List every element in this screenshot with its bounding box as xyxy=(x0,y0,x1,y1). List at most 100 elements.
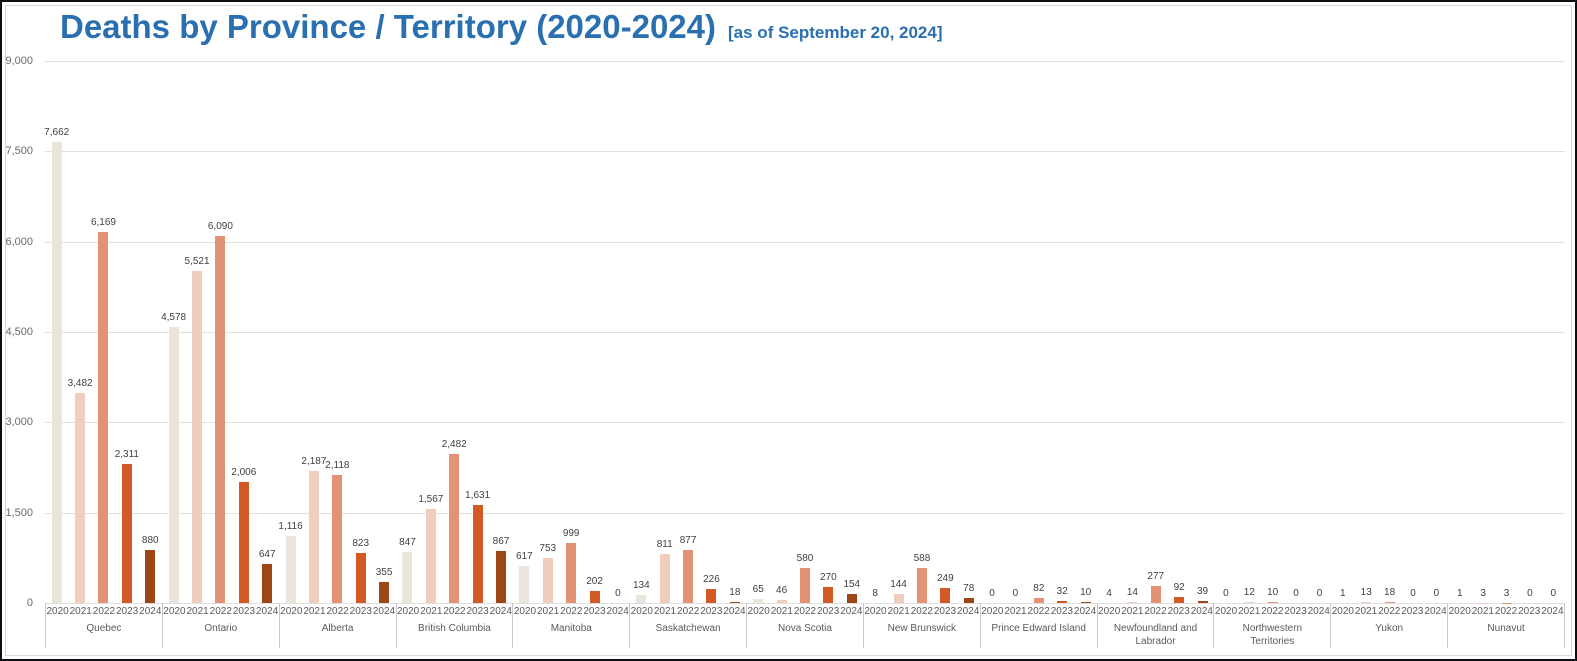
bar-2022-nova-scotia[interactable] xyxy=(800,568,810,603)
bar-2021-quebec[interactable] xyxy=(75,393,86,603)
bar-2021-british-columbia[interactable] xyxy=(425,508,436,603)
bar-2024-prince-edward-island[interactable] xyxy=(1080,602,1091,603)
axis-group: 2020 2021 2022 2023 2024 Alberta xyxy=(278,603,396,648)
year-tick-label: 2022 xyxy=(793,606,817,617)
axis-group: 2020 2021 2022 2023 2024 Prince Edward Island xyxy=(979,603,1097,648)
bar-slot: 823 xyxy=(349,61,372,603)
bar-2024-british-columbia[interactable] xyxy=(496,550,507,603)
gridline xyxy=(45,332,1565,333)
year-tick-label: 2021 xyxy=(770,606,793,617)
bar-2020-nova-scotia[interactable] xyxy=(753,599,764,603)
axis-group: 2020 2021 2022 2023 2024 New Brunswick xyxy=(862,603,980,648)
bar-2023-nova-scotia[interactable] xyxy=(823,586,834,603)
province-group: 0 0 82 32 10 xyxy=(980,61,1097,603)
bar-2024-quebec[interactable] xyxy=(145,550,156,603)
bar-2022-alberta[interactable] xyxy=(332,475,343,603)
bar-2022-saskatchewan[interactable] xyxy=(683,550,694,603)
bar-slot: 0 xyxy=(1542,61,1565,603)
year-tick-label: 2024 xyxy=(1424,606,1447,617)
bar-2023-prince-edward-island[interactable] xyxy=(1057,601,1068,603)
bar-2023-saskatchewan[interactable] xyxy=(706,589,717,603)
data-label: 0 xyxy=(989,588,995,599)
bar-2022-yukon[interactable] xyxy=(1384,601,1395,603)
year-tick-label: 2022 xyxy=(209,606,232,617)
bar-2023-ontario[interactable] xyxy=(238,482,249,603)
bar-2024-alberta[interactable] xyxy=(379,581,390,603)
bar-slot: 3 xyxy=(1471,61,1494,603)
bar-2020-saskatchewan[interactable] xyxy=(636,594,647,603)
year-tick-label: 2020 xyxy=(1448,606,1471,617)
bar-2023-british-columbia[interactable] xyxy=(472,504,483,603)
bar-slot: 12 xyxy=(1238,61,1261,603)
bar-2020-yukon[interactable] xyxy=(1337,602,1348,603)
data-label: 4,578 xyxy=(161,312,187,324)
year-tick-label: 2022 xyxy=(1027,606,1050,617)
bar-2020-ontario[interactable] xyxy=(168,327,179,603)
bar-slot: 0 xyxy=(1004,61,1027,603)
bar-2022-nunavut[interactable] xyxy=(1501,602,1512,603)
bar-2022-prince-edward-island[interactable] xyxy=(1033,598,1044,603)
bar-2021-new-brunswick[interactable] xyxy=(893,594,904,603)
bar-2021-alberta[interactable] xyxy=(308,471,319,603)
bar-2020-new-brunswick[interactable] xyxy=(870,602,881,603)
bar-2021-saskatchewan[interactable] xyxy=(659,554,670,603)
bar-2020-alberta[interactable] xyxy=(285,535,296,603)
bar-2022-quebec[interactable] xyxy=(98,231,109,603)
province-label: Prince Edward Island xyxy=(991,623,1086,634)
bar-slot: 10 xyxy=(1074,61,1097,603)
bar-2023-new-brunswick[interactable] xyxy=(940,588,951,603)
bar-2022-british-columbia[interactable] xyxy=(449,453,460,603)
bar-2022-newfoundland-and-labrador[interactable] xyxy=(1150,586,1161,603)
data-label: 6,090 xyxy=(207,221,233,233)
data-label: 3,482 xyxy=(67,378,93,390)
bar-2023-manitoba[interactable] xyxy=(589,590,600,603)
bar-2021-newfoundland-and-labrador[interactable] xyxy=(1127,602,1138,603)
year-tick-label: 2021 xyxy=(887,606,910,617)
data-label: 0 xyxy=(1550,588,1557,599)
bar-2021-manitoba[interactable] xyxy=(542,557,553,603)
bar-2021-ontario[interactable] xyxy=(192,270,202,603)
bar-2022-northwestern-territories[interactable] xyxy=(1267,602,1278,603)
bar-2024-ontario[interactable] xyxy=(262,564,273,603)
year-tick-label: 2024 xyxy=(1541,606,1564,617)
bar-slot: 10 xyxy=(1261,61,1284,603)
data-label: 877 xyxy=(679,535,697,547)
data-label: 2,482 xyxy=(441,438,467,450)
bar-slot: 82 xyxy=(1027,61,1050,603)
bar-2020-british-columbia[interactable] xyxy=(402,552,413,603)
data-label: 0 xyxy=(1316,588,1323,599)
axis-group: 2020 2021 2022 2023 2024 Nova Scotia xyxy=(746,603,863,648)
year-tick-label: 2024 xyxy=(1307,606,1330,617)
province-label: Manitoba xyxy=(550,623,592,634)
bar-2022-ontario[interactable] xyxy=(215,236,226,603)
bar-2024-new-brunswick[interactable] xyxy=(963,598,974,603)
data-label: 6,169 xyxy=(90,216,116,228)
bar-slot: 0 xyxy=(1401,61,1424,603)
bar-2020-manitoba[interactable] xyxy=(519,565,530,603)
bar-2024-saskatchewan[interactable] xyxy=(729,601,740,603)
bar-2020-newfoundland-and-labrador[interactable] xyxy=(1103,602,1114,603)
bar-2023-quebec[interactable] xyxy=(121,463,132,603)
bar-2023-newfoundland-and-labrador[interactable] xyxy=(1174,597,1185,603)
bar-2021-yukon[interactable] xyxy=(1361,602,1372,603)
bar-2023-alberta[interactable] xyxy=(355,553,366,603)
bar-2024-nova-scotia[interactable] xyxy=(846,593,857,603)
bar-2024-newfoundland-and-labrador[interactable] xyxy=(1197,600,1208,603)
data-label: 202 xyxy=(586,575,603,587)
year-tick-label: 2022 xyxy=(560,606,583,617)
bar-2021-northwestern-territories[interactable] xyxy=(1244,602,1255,603)
bar-2022-new-brunswick[interactable] xyxy=(916,567,927,603)
gridline xyxy=(45,422,1565,424)
bar-2021-nova-scotia[interactable] xyxy=(776,600,787,603)
bar-2020-nunavut[interactable] xyxy=(1454,602,1465,603)
data-label: 0 xyxy=(1433,588,1440,599)
data-label: 880 xyxy=(141,535,159,547)
year-tick-label: 2023 xyxy=(817,606,840,617)
axis-group: 2020 2021 2022 2023 2024 Quebec xyxy=(45,603,162,648)
bar-2021-nunavut[interactable] xyxy=(1478,602,1489,603)
bar-2020-quebec[interactable] xyxy=(51,141,62,603)
bar-slot: 0 xyxy=(1214,61,1237,603)
bar-2022-manitoba[interactable] xyxy=(566,542,577,603)
data-label: 14 xyxy=(1126,587,1138,599)
